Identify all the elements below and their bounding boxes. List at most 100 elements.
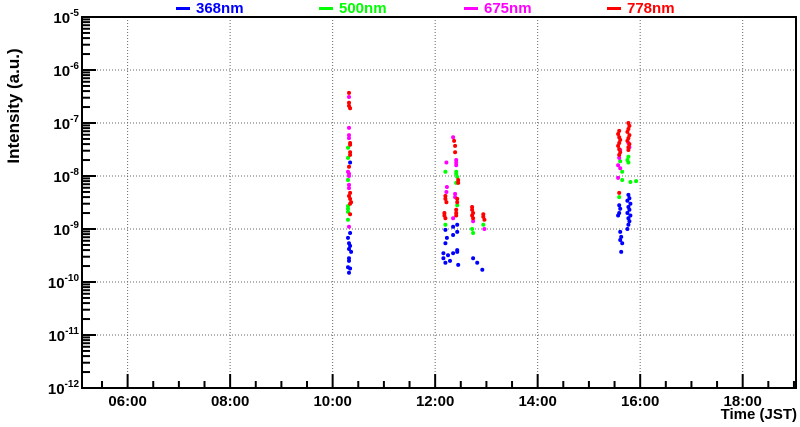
- data-point: [617, 147, 622, 152]
- data-point: [348, 142, 353, 147]
- data-point: [616, 213, 621, 218]
- data-point: [618, 159, 623, 164]
- data-points-675nm: [346, 95, 632, 231]
- data-point: [443, 196, 448, 201]
- x-tick-label: 14:00: [518, 393, 556, 410]
- legend-label: 675nm: [484, 0, 532, 17]
- data-point: [455, 200, 460, 205]
- data-point: [455, 196, 460, 201]
- data-point: [451, 224, 456, 229]
- legend-item-675nm: 675nm: [464, 0, 532, 17]
- gridlines: [82, 17, 796, 388]
- y-tick-label: 10-11: [48, 326, 79, 345]
- data-point: [456, 178, 461, 182]
- data-point: [626, 216, 631, 221]
- data-point: [453, 143, 458, 148]
- data-point: [455, 203, 460, 208]
- data-point: [627, 219, 632, 224]
- x-tick-label: 08:00: [211, 393, 249, 410]
- x-tick-label: 10:00: [313, 393, 351, 410]
- data-point: [347, 125, 351, 130]
- data-point: [347, 224, 351, 229]
- data-point: [626, 148, 631, 152]
- data-point: [482, 227, 487, 231]
- x-tick-label: 16:00: [621, 393, 659, 410]
- y-tick-label: 10-8: [53, 167, 79, 186]
- data-point: [455, 229, 460, 234]
- data-point: [452, 138, 457, 143]
- data-point: [446, 253, 450, 258]
- data-point: [471, 219, 476, 224]
- data-point: [626, 222, 631, 227]
- data-point: [347, 247, 351, 251]
- data-point: [348, 212, 353, 217]
- data-point: [627, 123, 632, 128]
- y-axis-title: Intensity (a.u.): [4, 48, 23, 164]
- data-point: [616, 175, 621, 180]
- axis-ticks: [82, 16, 795, 389]
- data-point: [347, 182, 351, 187]
- data-point: [348, 190, 353, 195]
- data-point: [619, 234, 624, 239]
- data-point: [456, 180, 461, 185]
- legend-item-778nm: 778nm: [607, 0, 675, 17]
- data-point: [443, 227, 448, 232]
- data-point: [454, 171, 459, 176]
- data-point: [443, 194, 448, 198]
- data-point: [617, 190, 622, 195]
- legend-label: 368nm: [196, 0, 244, 17]
- data-point: [625, 211, 630, 215]
- data-point: [481, 222, 486, 227]
- data-point: [628, 201, 633, 206]
- data-point: [347, 164, 351, 169]
- data-point: [454, 163, 459, 168]
- data-point: [618, 166, 623, 171]
- data-point: [348, 266, 353, 271]
- data-point: [626, 154, 631, 159]
- data-point: [455, 249, 460, 254]
- data-point: [346, 145, 350, 150]
- data-point: [480, 267, 485, 272]
- data-point: [348, 152, 353, 157]
- data-point: [348, 160, 353, 165]
- data-point: [444, 200, 449, 205]
- data-point: [616, 143, 621, 148]
- data-point: [627, 207, 632, 212]
- data-points-368nm: [346, 160, 633, 275]
- y-tick-label: 10-12: [48, 379, 80, 398]
- data-point: [619, 249, 624, 254]
- data-point: [455, 222, 460, 227]
- data-point: [618, 229, 623, 234]
- legend-item-368nm: 368nm: [176, 0, 244, 17]
- data-point: [441, 256, 446, 261]
- data-point: [443, 216, 448, 221]
- data-point: [453, 150, 458, 155]
- data-point: [620, 178, 625, 182]
- data-point: [441, 251, 446, 256]
- data-point: [482, 217, 487, 222]
- data-point: [627, 142, 632, 147]
- data-point: [470, 207, 475, 212]
- data-point: [347, 174, 351, 178]
- data-point: [444, 185, 449, 189]
- data-point: [444, 235, 449, 240]
- data-point: [346, 178, 350, 182]
- data-point: [628, 180, 633, 184]
- data-point: [616, 132, 621, 136]
- data-point: [470, 227, 475, 231]
- data-point: [454, 207, 459, 212]
- data-point: [617, 152, 622, 157]
- data-point: [451, 216, 456, 221]
- data-point: [347, 270, 351, 275]
- data-point: [443, 169, 448, 174]
- x-tick-label: 12:00: [416, 393, 454, 410]
- data-point: [451, 251, 456, 256]
- data-point: [625, 129, 630, 134]
- data-point: [448, 258, 452, 263]
- data-point: [626, 160, 631, 165]
- data-point: [625, 227, 630, 231]
- data-point: [617, 195, 622, 200]
- data-point: [617, 128, 622, 133]
